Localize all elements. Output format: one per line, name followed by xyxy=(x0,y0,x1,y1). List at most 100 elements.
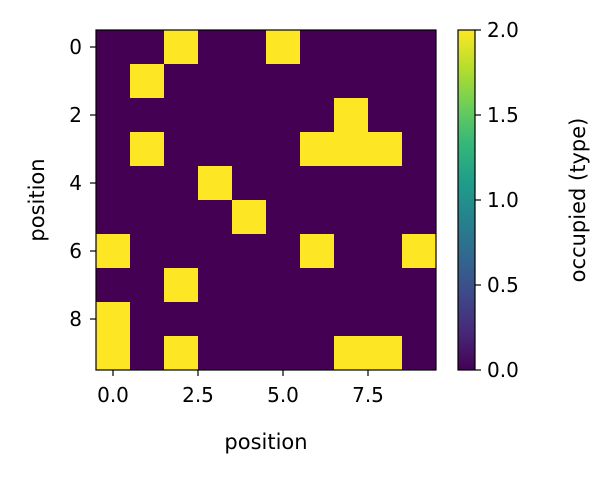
heatmap-cell xyxy=(334,200,369,235)
y-tick-label: 4 xyxy=(69,171,82,195)
heatmap-cell xyxy=(130,30,165,65)
heatmap-cell xyxy=(130,234,165,269)
heatmap-cell xyxy=(300,30,335,65)
heatmap-cell xyxy=(198,132,233,167)
x-tick-label: 7.5 xyxy=(352,383,384,407)
heatmap-cell xyxy=(334,336,369,371)
x-axis-label: position xyxy=(224,430,307,454)
heatmap-cell xyxy=(266,234,301,269)
heatmap-cell xyxy=(164,98,199,133)
heatmap-cell xyxy=(266,30,301,65)
heatmap-cell xyxy=(300,166,335,201)
heatmap-cell xyxy=(198,64,233,99)
heatmap-cell xyxy=(368,132,403,167)
y-axis: 0 2 4 6 8 xyxy=(69,35,96,331)
heatmap-cell xyxy=(368,234,403,269)
axes-frame xyxy=(95,29,437,371)
heatmap-cell xyxy=(334,64,369,99)
y-tick-label: 2 xyxy=(69,103,82,127)
heatmap-cell xyxy=(232,64,267,99)
heatmap-cell xyxy=(266,200,301,235)
heatmap-cell xyxy=(300,336,335,371)
heatmap-cell xyxy=(300,64,335,99)
heatmap-cell xyxy=(368,30,403,65)
y-tick-label: 6 xyxy=(69,239,82,263)
heatmap-cell xyxy=(300,98,335,133)
heatmap-cell xyxy=(402,302,437,337)
heatmap-cell xyxy=(96,234,131,269)
heatmap-cell xyxy=(402,166,437,201)
heatmap-cell xyxy=(198,268,233,303)
colorbar-tick-label: 1.0 xyxy=(487,188,519,212)
heatmap-cell xyxy=(266,336,301,371)
heatmap-cell xyxy=(368,166,403,201)
heatmap-cell xyxy=(334,132,369,167)
heatmap-cell xyxy=(164,234,199,269)
heatmap-cell xyxy=(130,200,165,235)
heatmap-cell xyxy=(96,64,131,99)
heatmap-cell xyxy=(96,336,131,371)
y-tick-label: 0 xyxy=(69,35,82,59)
colorbar-tick-label: 0.5 xyxy=(487,273,519,297)
heatmap-cell xyxy=(334,234,369,269)
x-tick-label: 0.0 xyxy=(97,383,129,407)
heatmap-cell xyxy=(96,200,131,235)
heatmap-cell xyxy=(232,302,267,337)
heatmap-cell xyxy=(164,268,199,303)
heatmap-cell xyxy=(368,200,403,235)
heatmap-cell xyxy=(232,234,267,269)
heatmap-cell xyxy=(266,302,301,337)
heatmap-cell xyxy=(130,98,165,133)
heatmap-cell xyxy=(266,268,301,303)
heatmap-cell xyxy=(232,336,267,371)
heatmap-cell xyxy=(300,200,335,235)
heatmap-cell xyxy=(300,234,335,269)
heatmap-cell xyxy=(164,302,199,337)
heatmap-cell xyxy=(96,166,131,201)
heatmap-cell xyxy=(232,30,267,65)
heatmap-cell xyxy=(130,166,165,201)
heatmap-cell xyxy=(198,166,233,201)
heatmap-cell xyxy=(164,64,199,99)
heatmap-cell xyxy=(368,98,403,133)
heatmap-cell xyxy=(402,132,437,167)
heatmap-cell xyxy=(130,64,165,99)
heatmap-cell xyxy=(402,200,437,235)
heatmap-cell xyxy=(334,30,369,65)
heatmap-cell xyxy=(402,98,437,133)
heatmap-cell xyxy=(300,268,335,303)
heatmap-cell xyxy=(198,336,233,371)
heatmap-cell xyxy=(164,200,199,235)
heatmap-cell xyxy=(232,166,267,201)
heatmap-cell xyxy=(96,302,131,337)
y-axis-label: position xyxy=(25,158,49,241)
heatmap-cell xyxy=(198,98,233,133)
heatmap-cell xyxy=(198,200,233,235)
heatmap-cell xyxy=(266,98,301,133)
colorbar-tick-label: 0.0 xyxy=(487,358,519,382)
heatmap-cell xyxy=(232,132,267,167)
heatmap-cell xyxy=(164,166,199,201)
x-axis: 0.0 2.5 5.0 7.5 xyxy=(97,370,384,407)
heatmap-cell xyxy=(130,132,165,167)
heatmap-cell xyxy=(402,30,437,65)
heatmap-cell xyxy=(164,132,199,167)
heatmap-cell xyxy=(402,234,437,269)
heatmap-cell xyxy=(334,302,369,337)
heatmap-cell xyxy=(96,98,131,133)
heatmap-cell xyxy=(232,98,267,133)
heatmap-cell xyxy=(232,200,267,235)
heatmap-cell xyxy=(96,132,131,167)
heatmap-cell xyxy=(232,268,267,303)
heatmap-cell xyxy=(368,336,403,371)
heatmap-cell xyxy=(198,234,233,269)
colorbar xyxy=(458,30,475,370)
heatmap-cell xyxy=(368,302,403,337)
heatmap-cell xyxy=(130,268,165,303)
heatmap-cells xyxy=(96,30,437,371)
heatmap-cell xyxy=(96,30,131,65)
heatmap-cell xyxy=(334,98,369,133)
heatmap-cell xyxy=(198,30,233,65)
